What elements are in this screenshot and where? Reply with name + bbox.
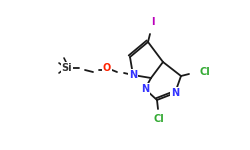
- Text: N: N: [129, 70, 137, 80]
- Text: Cl: Cl: [154, 114, 164, 124]
- Text: N: N: [171, 88, 179, 98]
- Text: Cl: Cl: [200, 67, 211, 77]
- Text: Si: Si: [62, 63, 72, 73]
- Text: O: O: [103, 63, 111, 73]
- Text: I: I: [151, 17, 155, 27]
- Text: N: N: [141, 84, 149, 94]
